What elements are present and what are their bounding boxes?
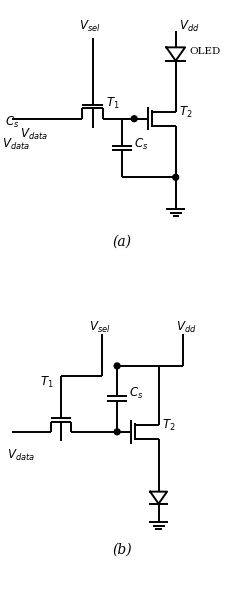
Text: $T_2$: $T_2$ — [179, 105, 193, 120]
Text: $V_{dd}$: $V_{dd}$ — [176, 320, 197, 336]
Text: $T_1$: $T_1$ — [40, 374, 54, 390]
Text: (b): (b) — [112, 543, 132, 557]
Text: $V_{data}$: $V_{data}$ — [20, 127, 48, 142]
Text: $V_{sel}$: $V_{sel}$ — [80, 20, 101, 34]
Text: $V_{sel}$: $V_{sel}$ — [89, 320, 111, 336]
Circle shape — [114, 429, 120, 435]
Circle shape — [114, 363, 120, 369]
Circle shape — [173, 175, 179, 180]
Text: $T_2$: $T_2$ — [162, 419, 176, 433]
Text: $C_s$: $C_s$ — [129, 385, 143, 401]
Text: $V_{data}$: $V_{data}$ — [2, 137, 31, 152]
Text: OLED: OLED — [189, 47, 220, 56]
Text: (a): (a) — [112, 234, 132, 249]
Text: $C_s$: $C_s$ — [5, 115, 19, 130]
Text: $T_1$: $T_1$ — [106, 95, 120, 111]
Text: $C_s$: $C_s$ — [134, 137, 149, 152]
Circle shape — [131, 116, 137, 121]
Text: $V_{dd}$: $V_{dd}$ — [179, 20, 199, 34]
Text: $V_{data}$: $V_{data}$ — [7, 448, 35, 463]
